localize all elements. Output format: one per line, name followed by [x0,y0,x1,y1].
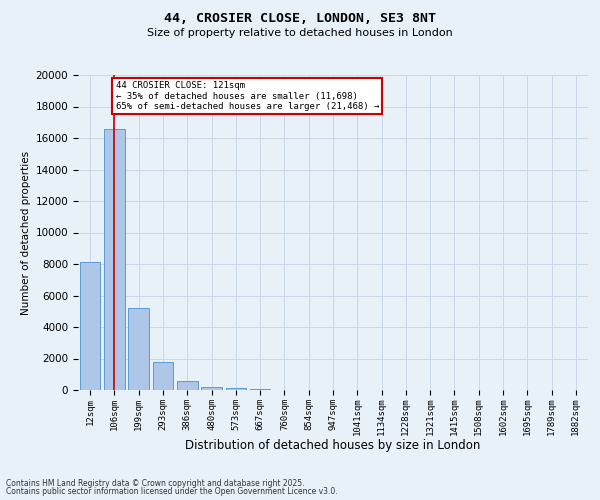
Bar [201,387,222,390]
Bar [128,308,149,390]
Bar [250,389,271,390]
Bar [80,262,100,390]
Bar [152,362,173,390]
Text: 44 CROSIER CLOSE: 121sqm
← 35% of detached houses are smaller (11,698)
65% of se: 44 CROSIER CLOSE: 121sqm ← 35% of detach… [116,82,379,111]
Text: Contains public sector information licensed under the Open Government Licence v3: Contains public sector information licen… [6,487,338,496]
Text: Size of property relative to detached houses in London: Size of property relative to detached ho… [147,28,453,38]
Text: 44, CROSIER CLOSE, LONDON, SE3 8NT: 44, CROSIER CLOSE, LONDON, SE3 8NT [164,12,436,26]
Text: Contains HM Land Registry data © Crown copyright and database right 2025.: Contains HM Land Registry data © Crown c… [6,478,305,488]
Bar [104,128,125,390]
Y-axis label: Number of detached properties: Number of detached properties [22,150,31,314]
X-axis label: Distribution of detached houses by size in London: Distribution of detached houses by size … [185,440,481,452]
Bar [226,388,246,390]
Bar [177,382,197,390]
